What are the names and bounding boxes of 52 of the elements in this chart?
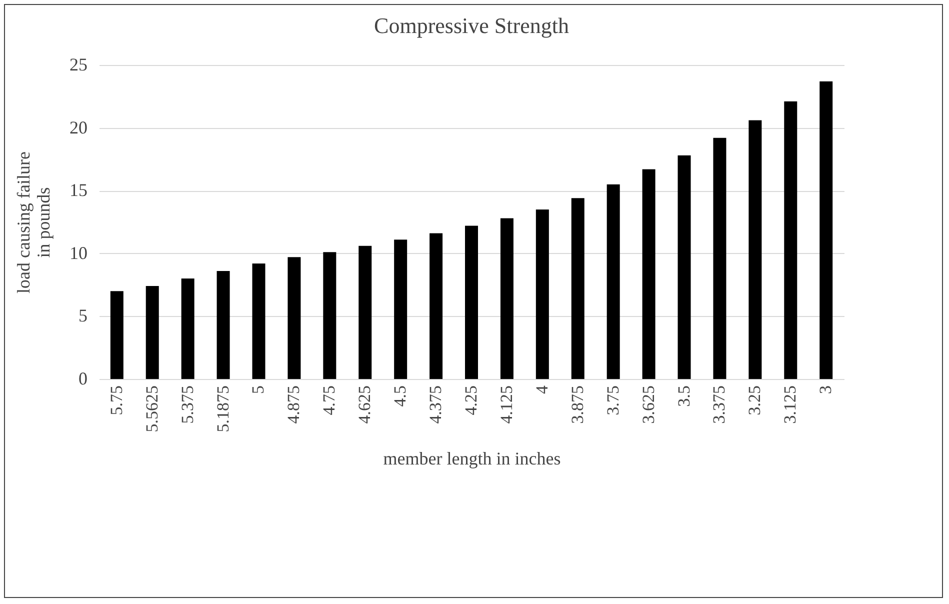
x-tick-label: 4.125	[496, 386, 516, 424]
bar	[181, 278, 194, 379]
x-tick-label: 4.25	[462, 386, 480, 416]
y-tick-label: 25	[70, 54, 88, 74]
x-tick-label: 5	[248, 386, 268, 394]
x-axis-title: member length in inches	[383, 448, 561, 468]
bar	[288, 257, 301, 379]
x-tick-label: 5.75	[106, 386, 126, 416]
bar	[678, 155, 691, 379]
text: in pounds	[34, 187, 54, 258]
x-tick-label: 4	[532, 385, 552, 394]
text: load causing failure	[14, 152, 34, 294]
x-tick-label: 3.5	[674, 386, 694, 407]
y-tick-label: 15	[70, 180, 88, 200]
bar	[642, 169, 656, 379]
x-tick-label: 4.625	[355, 386, 374, 424]
x-tick-label: 3.25	[745, 386, 764, 416]
x-tick-label: 4.75	[320, 386, 339, 416]
bar	[465, 226, 478, 379]
bar	[394, 240, 408, 379]
bar	[358, 246, 372, 379]
bar	[110, 291, 124, 379]
bar	[252, 263, 266, 379]
x-tick-label: 3.875	[568, 386, 587, 424]
x-tick-label: 3.75	[603, 386, 622, 416]
bar	[606, 184, 620, 379]
x-tick-label: 3.625	[638, 386, 658, 424]
bar	[571, 198, 584, 379]
bar	[536, 209, 549, 379]
bar	[216, 270, 230, 379]
bar	[820, 81, 833, 379]
x-tick-label: 5.5625	[142, 386, 162, 432]
y-tick-label: 10	[70, 242, 88, 263]
x-tick-label: 3.375	[710, 386, 729, 424]
bar	[500, 218, 514, 379]
y-tick-label: 5	[78, 306, 88, 326]
bar	[146, 286, 159, 379]
bar	[784, 101, 798, 379]
bar	[323, 252, 336, 379]
x-tick-label: 4.5	[390, 386, 410, 407]
x-tick-label: 3.125	[780, 386, 800, 424]
chart-title: Compressive Strength	[374, 13, 569, 38]
bar	[748, 120, 762, 379]
bar	[713, 138, 726, 379]
x-tick-label: 4.875	[284, 386, 304, 424]
y-tick-label: 0	[78, 368, 88, 388]
x-tick-label: 5.1875	[213, 386, 232, 432]
x-tick-label: 4.375	[426, 386, 446, 424]
bar	[430, 233, 443, 379]
x-tick-label: 3	[816, 386, 836, 394]
y-tick-label: 20	[70, 117, 88, 138]
x-tick-label: 5.375	[178, 386, 197, 424]
